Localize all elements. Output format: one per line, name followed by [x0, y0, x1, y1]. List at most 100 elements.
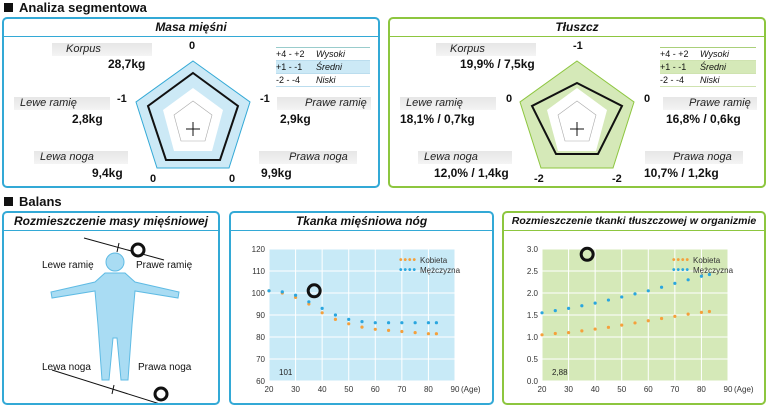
y-tick-label: 110 [252, 267, 265, 276]
y-tick-label: 70 [256, 355, 265, 364]
leg-balance-tick [111, 384, 115, 395]
series-point-female [620, 323, 624, 327]
series-point-male [699, 274, 704, 278]
fat-distribution-chart-panel: Rozmieszczenie tkanki tłuszczowej w orga… [502, 211, 766, 405]
current-value-marker [579, 246, 595, 262]
x-axis-label: (Age) [461, 385, 481, 394]
human-silhouette-icon [50, 252, 180, 381]
right-leg-label: Prawa noga [289, 151, 348, 163]
value-label: 101 [279, 368, 293, 377]
muscle-panel-title: Masa mięśni [4, 19, 378, 37]
section-bullet-icon [4, 197, 13, 206]
series-point-male [580, 304, 584, 308]
right-arm-label: Prawe ramię [305, 97, 367, 109]
series-point-female [426, 332, 431, 336]
section-title-segmental: Analiza segmentowa [4, 0, 147, 15]
x-tick-label: 50 [344, 385, 353, 394]
series-point-male [333, 313, 338, 317]
x-tick-label: 30 [291, 385, 300, 394]
series-point-female [307, 302, 311, 306]
y-tick-label: 2.0 [527, 289, 539, 298]
series-point-male [606, 298, 611, 302]
series-point-female [659, 316, 664, 321]
label-bar [400, 97, 496, 110]
section-bullet-icon [4, 3, 13, 12]
series-point-female [646, 319, 650, 323]
series-point-male [307, 300, 311, 304]
legend-entry-male: •••• Mężczyzna [672, 264, 734, 276]
trunk-value: 28,7kg [108, 57, 146, 71]
x-tick-label: 40 [591, 385, 600, 394]
right-arm-label: Prawe ramię [689, 97, 751, 109]
series-point-male [540, 311, 544, 315]
legend-row-high: +4 - +2 Wysoki [660, 48, 756, 61]
x-tick-label: 20 [265, 385, 274, 394]
series-point-male [673, 281, 677, 285]
series-point-female [333, 317, 338, 321]
series-point-female [633, 321, 637, 325]
x-tick-label: 30 [564, 385, 573, 394]
right-arm-text: Prawe ramię [136, 260, 193, 271]
arm-balance-line [83, 237, 165, 261]
series-point-male [267, 289, 271, 293]
x-tick-label: 50 [617, 385, 626, 394]
series-point-female [293, 295, 298, 299]
x-axis-label: (Age) [734, 385, 754, 394]
x-tick-label: 80 [697, 385, 706, 394]
y-tick-label: 0.5 [527, 355, 539, 364]
leg-balance-marker [153, 386, 169, 402]
right-leg-label: Prawa noga [673, 151, 732, 163]
right-leg-text: Prawa noga [138, 362, 192, 373]
x-tick-label: 20 [538, 385, 547, 394]
series-point-male [659, 285, 664, 289]
series-point-male [320, 306, 324, 310]
radar-ring [173, 100, 213, 142]
y-tick-label: 100 [252, 289, 266, 298]
value-label: 2,88 [552, 368, 568, 377]
series-point-female [373, 327, 377, 331]
series-point-female [553, 331, 557, 336]
series-point-female [699, 310, 704, 314]
fat-distribution-line-chart: 0.0 0.5 1.0 1.5 2.0 2.5 3.0 20 30 40 50 60 70 80 90 (Ag… [527, 245, 754, 394]
left-arm-label: Lewe ramię [20, 97, 77, 109]
label-bar [34, 151, 128, 164]
series-point-male [280, 290, 284, 294]
series-point-male [360, 320, 364, 324]
series-point-male [413, 321, 417, 325]
muscle-mass-panel: Masa mięśni 0 -1 -1 0 0 Korpus 28,7kg Le… [2, 17, 380, 188]
left-arm-label: Lewe ramię [406, 97, 463, 109]
legend-entry-male: •••• Mężczyzna [399, 264, 461, 276]
right-leg-value: 9,9kg [261, 166, 292, 180]
label-bar [663, 97, 757, 110]
series-point-female [434, 332, 438, 336]
chart-title: Tkanka mięśniowa nóg [231, 213, 492, 231]
series-point-male [426, 321, 431, 325]
y-tick-label: 60 [256, 377, 265, 386]
label-bar [645, 151, 743, 164]
fat-panel-title: Tłuszcz [390, 19, 764, 37]
label-bar [277, 97, 371, 110]
y-tick-label: 3.0 [527, 245, 539, 254]
x-tick-label: 60 [644, 385, 653, 394]
series-point-female [686, 312, 690, 316]
axis-mark-bottom-left: 0 [150, 173, 157, 185]
radar-value [146, 71, 240, 161]
series-point-female [347, 322, 351, 326]
series-point-male [434, 321, 438, 325]
left-arm-value: 2,8kg [72, 112, 103, 126]
muscle-distribution-panel: Rozmieszczenie masy mięśniowej Lewe rami… [2, 211, 220, 405]
leg-muscle-chart-panel: Tkanka mięśniowa nóg 60 70 80 90 100 110 120 20… [229, 211, 494, 405]
current-value-marker [306, 283, 322, 299]
series-point-female [566, 331, 571, 335]
series-point-male [347, 317, 351, 321]
radar-inner-band [163, 88, 223, 151]
series-point-female [400, 329, 404, 334]
y-tick-label: 80 [256, 333, 265, 342]
muscle-legend: +4 - +2 Wysoki +1 - -1 Średni -2 - -4 Niski [276, 47, 370, 87]
legend-row-high: +4 - +2 Wysoki [276, 48, 370, 61]
series-point-male [553, 309, 557, 313]
legend-row-low: -2 - -4 Niski [276, 74, 370, 87]
series-point-male [620, 295, 624, 299]
y-tick-label: 90 [256, 311, 265, 320]
